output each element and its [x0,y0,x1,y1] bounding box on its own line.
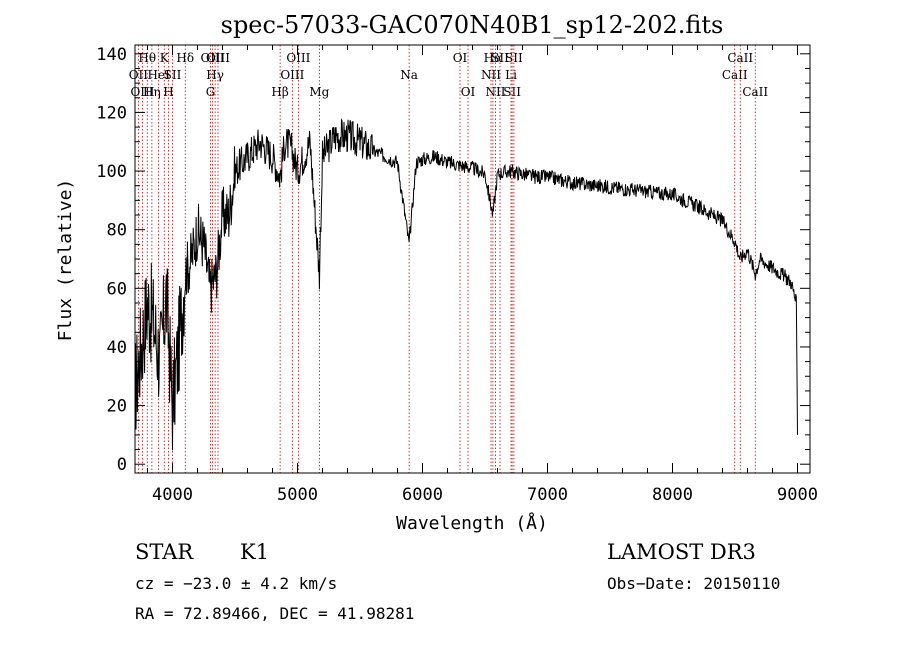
line-label-22: NII [486,85,506,99]
x-tick-label-0: 4000 [152,485,193,505]
line-label-3: Hη [143,85,161,99]
y-tick-label-0: 0 [117,455,127,475]
y-axis-label: Flux (relative) [55,179,76,342]
line-label-11: G [206,85,216,99]
x-tick-label-1: 5000 [277,485,318,505]
x-axis-ticks: 4000 5000 6000 7000 8000 9000 [147,45,818,505]
y-axis-ticks: 0 20 40 60 80 100 120 140 [96,45,810,475]
line-label-28: CaII [727,51,753,65]
line-label-0: OII [129,68,149,82]
y-tick-label-3: 60 [107,279,127,299]
redshift-velocity: cz = −23.0 ± 4.2 km/s [135,574,337,593]
survey-name: LAMOST DR3 [607,540,756,564]
line-label-4: HeI [147,68,170,82]
y-tick-label-1: 20 [107,397,127,417]
plot-frame [134,44,811,474]
line-label-10: Hγ [206,68,224,82]
x-tick-label-2: 6000 [402,485,443,505]
line-label-26: SII [505,51,523,65]
line-label-24: Li [505,68,517,82]
line-label-7: SII [164,68,182,82]
line-label-20: NII [481,68,501,82]
y-tick-label-4: 80 [107,221,127,241]
observation-date: Obs−Date: 20150110 [607,574,780,593]
line-label-19: OI [461,85,476,99]
y-tick-label-6: 120 [96,103,127,123]
line-label-23: SII [491,51,509,65]
x-tick-label-4: 8000 [652,485,693,505]
line-label-14: OIII [280,68,304,82]
x-axis-label: Wavelength (Å) [396,512,548,534]
spectrum-line [134,118,798,451]
line-label-18: OI [453,51,468,65]
line-label-2: Hθ [138,51,156,65]
y-tick-label-5: 100 [96,162,127,182]
line-label-12: OIII [206,51,230,65]
line-label-25: SII [503,85,521,99]
line-label-5: K [160,51,170,65]
line-label-8: Hδ [176,51,194,65]
line-label-27: CaII [722,68,748,82]
line-label-13: Hβ [271,85,288,99]
chart-title: spec-57033-GAC070N40B1_sp12-202.fits [221,11,724,39]
x-tick-label-5: 9000 [777,485,818,505]
object-class: STAR [135,540,194,564]
y-tick-label-2: 40 [107,338,127,358]
x-tick-label-3: 7000 [527,485,568,505]
line-label-21: Hα [484,51,503,65]
line-label-15: OIII [286,51,310,65]
object-subclass: K1 [240,540,269,564]
y-tick-label-7: 140 [96,45,127,65]
line-label-17: Na [400,68,418,82]
ra-dec: RA = 72.89466, DEC = 41.98281 [135,604,414,623]
line-label-9: OIII [200,51,224,65]
line-label-6: H [163,85,173,99]
line-label-16: Mg [309,85,329,99]
line-label-1: OIII [130,85,154,99]
line-label-29: CaII [742,85,768,99]
